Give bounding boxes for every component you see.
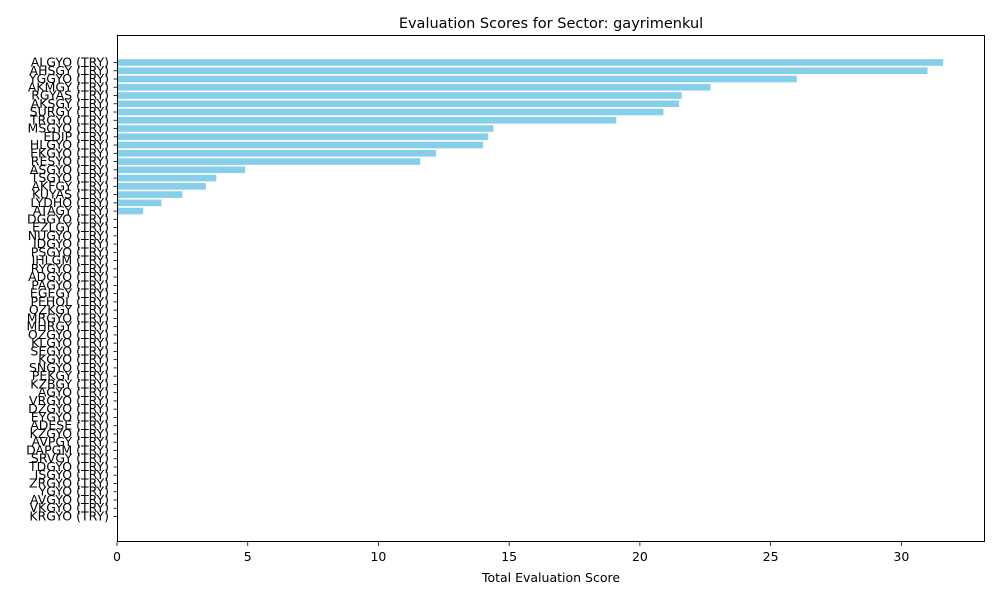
y-tick-label: ZRGYO (TRY) — [29, 475, 109, 490]
y-tick-label: KGYO (TRY) — [38, 352, 109, 367]
y-tick-label: ALGYO (TRY) — [31, 55, 109, 70]
y-tick-label: OZKGY (TRY) — [29, 302, 109, 317]
y-tick-label: VRGYO (TRY) — [29, 393, 109, 408]
y-tick-label: PEKGY (TRY) — [32, 368, 109, 383]
y-tick-label: AVGYO (TRY) — [30, 492, 109, 507]
y-tick-label: SURGY (TRY) — [30, 104, 109, 119]
y-tick-label: MRGYO (TRY) — [27, 310, 109, 325]
y-tick-label: EKGYO (TRY) — [30, 145, 109, 160]
y-tick-label: EGEGY (TRY) — [30, 286, 109, 301]
bar-18 — [117, 207, 144, 215]
y-tick-label: AKMGY (TRY) — [28, 79, 109, 94]
y-tick-label: AHSGY (TRY) — [30, 63, 109, 78]
y-tick-label: KZBGY (TRY) — [30, 376, 109, 391]
y-tick-label: OZGYO (TRY) — [28, 327, 109, 342]
y-tick-label: PEHOL (TRY) — [30, 294, 109, 309]
x-axis-ticks: 0 5 10 15 20 25 30 — [113, 542, 909, 564]
y-tick-label: EDIP (TRY) — [43, 129, 109, 144]
y-tick-label: ASGYO (TRY) — [30, 162, 109, 177]
y-tick-label: YGGYO (TRY) — [28, 71, 109, 86]
bars-group — [117, 59, 944, 215]
bar-15 — [117, 183, 206, 190]
y-tick-label: KZGYO (TRY) — [30, 426, 110, 441]
plot-frame — [117, 35, 985, 542]
y-tick-label: RGYAS (TRY) — [31, 88, 109, 103]
bar-7 — [117, 116, 617, 124]
bar-4 — [117, 92, 682, 99]
y-tick-label: KUYAS (TRY) — [32, 187, 109, 202]
y-tick-label: ISGYO (TRY) — [35, 467, 109, 482]
x-tick-label: 5 — [244, 549, 252, 564]
y-tick-label: MSGYO (TRY) — [28, 121, 109, 136]
y-tick-label: YGYO (TRY) — [38, 484, 109, 499]
bar-17 — [117, 199, 162, 207]
y-tick-label: AVPGY (TRY) — [32, 434, 109, 449]
bar-2 — [117, 75, 797, 83]
bar-1 — [117, 67, 928, 75]
bar-13 — [117, 166, 246, 174]
x-tick-label: 25 — [763, 549, 779, 564]
y-tick-label: ADESE (TRY) — [30, 418, 109, 433]
y-tick-label: ATAGY (TRY) — [33, 203, 109, 218]
y-tick-label: RESYO (TRY) — [31, 154, 109, 169]
y-tick-label: LYDHO (TRY) — [30, 195, 109, 210]
y-tick-label: SNGYO (TRY) — [29, 360, 109, 375]
y-tick-label: SRVGY (TRY) — [31, 451, 109, 466]
y-tick-label: PAGYO (TRY) — [31, 277, 109, 292]
y-tick-label: IDGYO (TRY) — [33, 236, 109, 251]
y-tick-label: SEGYO (TRY) — [30, 343, 109, 358]
y-tick-label: KRGYO (TRY) — [29, 509, 109, 524]
x-axis-label: Total Evaluation Score — [481, 570, 620, 585]
y-tick-label: MHRGY (TRY) — [27, 319, 109, 334]
x-tick-label: 10 — [370, 549, 386, 564]
bar-12 — [117, 158, 421, 165]
y-tick-label: DGGYO (TRY) — [27, 211, 109, 226]
x-tick-label: 20 — [632, 549, 648, 564]
y-axis-ticks: ALGYO (TRY)AHSGY (TRY)YGGYO (TRY)AKMGY (… — [26, 55, 117, 524]
x-tick-label: 30 — [893, 549, 909, 564]
y-tick-label: TRGYO (TRY) — [29, 112, 109, 127]
bar-14 — [117, 174, 217, 182]
chart-title: Evaluation Scores for Sector: gayrimenku… — [399, 16, 703, 32]
bar-16 — [117, 191, 183, 198]
y-tick-label: TSGYO (TRY) — [30, 170, 109, 185]
x-tick-label: 15 — [501, 549, 517, 564]
y-tick-label: AGYO (TRY) — [38, 385, 109, 400]
bar-3 — [117, 83, 711, 91]
bar-0 — [117, 59, 944, 66]
y-tick-label: AKSGY (TRY) — [31, 96, 109, 111]
bar-5 — [117, 100, 680, 108]
y-tick-label: TDGYO (TRY) — [28, 459, 109, 474]
y-tick-label: KLGYO (TRY) — [31, 335, 109, 350]
bar-6 — [117, 108, 664, 116]
bar-8 — [117, 125, 494, 132]
y-tick-label: RYGYO (TRY) — [31, 261, 109, 276]
y-tick-label: EZLGY (TRY) — [32, 220, 109, 235]
y-tick-label: IHLGM (TRY) — [32, 253, 109, 268]
bar-9 — [117, 133, 489, 141]
y-tick-label: VKGYO (TRY) — [30, 500, 110, 515]
y-tick-label: ADGYO (TRY) — [28, 269, 109, 284]
bar-10 — [117, 141, 484, 149]
y-tick-label: PSGYO (TRY) — [31, 244, 109, 259]
y-tick-label: NUGYO (TRY) — [28, 228, 109, 243]
y-tick-label: EYGYO (TRY) — [31, 409, 109, 424]
y-tick-label: DAPGM (TRY) — [26, 442, 109, 457]
bar-11 — [117, 149, 436, 157]
y-tick-label: DZGYO (TRY) — [28, 401, 109, 416]
x-tick-label: 0 — [113, 549, 121, 564]
y-tick-label: AKFGY (TRY) — [31, 178, 109, 193]
y-tick-label: HLGYO (TRY) — [30, 137, 109, 152]
